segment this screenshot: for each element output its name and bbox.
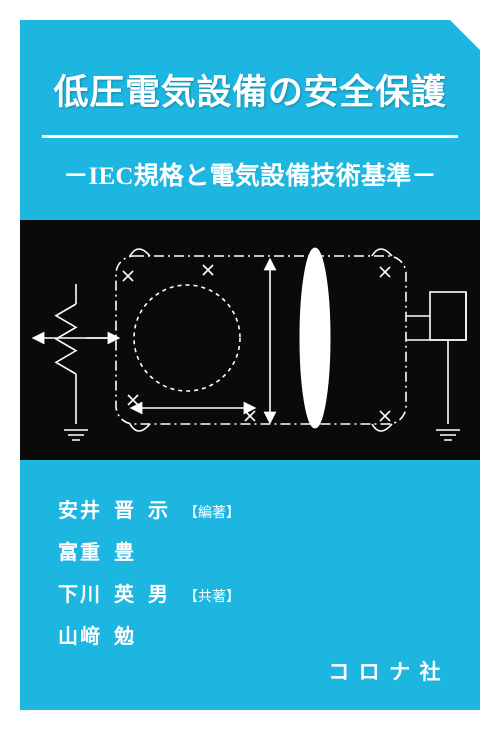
main-title: 低圧電気設備の安全保護 bbox=[20, 20, 480, 115]
circuit-diagram bbox=[20, 220, 480, 460]
author-role: 共著 bbox=[184, 582, 240, 611]
author-surname: 安井 bbox=[58, 490, 114, 532]
subtitle-rest: 規格と電気設備技術基準－ bbox=[134, 162, 437, 190]
author-surname: 富重 bbox=[58, 532, 114, 574]
author-given: 英男 bbox=[114, 574, 170, 616]
book-cover: 低圧電気設備の安全保護 －IEC規格と電気設備技術基準－ 安井 晋示 編著 富重… bbox=[20, 20, 480, 710]
author-surname: 下川 bbox=[58, 574, 114, 616]
author-list: 安井 晋示 編著 富重 豊 下川 英男 共著 山﨑 勉 bbox=[58, 490, 240, 658]
author-given: 勉 bbox=[114, 616, 170, 658]
author-row: 山﨑 勉 bbox=[58, 616, 240, 658]
subtitle: －IEC規格と電気設備技術基準－ bbox=[20, 156, 480, 192]
author-given: 晋示 bbox=[114, 490, 170, 532]
author-row: 下川 英男 共著 bbox=[58, 574, 240, 616]
subtitle-iec: IEC bbox=[89, 163, 134, 190]
author-row: 富重 豊 bbox=[58, 532, 240, 574]
author-row: 安井 晋示 編著 bbox=[58, 490, 240, 532]
author-surname: 山﨑 bbox=[58, 616, 114, 658]
publisher: コロナ社 bbox=[328, 656, 450, 686]
subtitle-prefix: － bbox=[63, 162, 88, 190]
author-role: 編著 bbox=[184, 498, 240, 527]
divider-top bbox=[42, 135, 458, 138]
author-given: 豊 bbox=[114, 532, 170, 574]
